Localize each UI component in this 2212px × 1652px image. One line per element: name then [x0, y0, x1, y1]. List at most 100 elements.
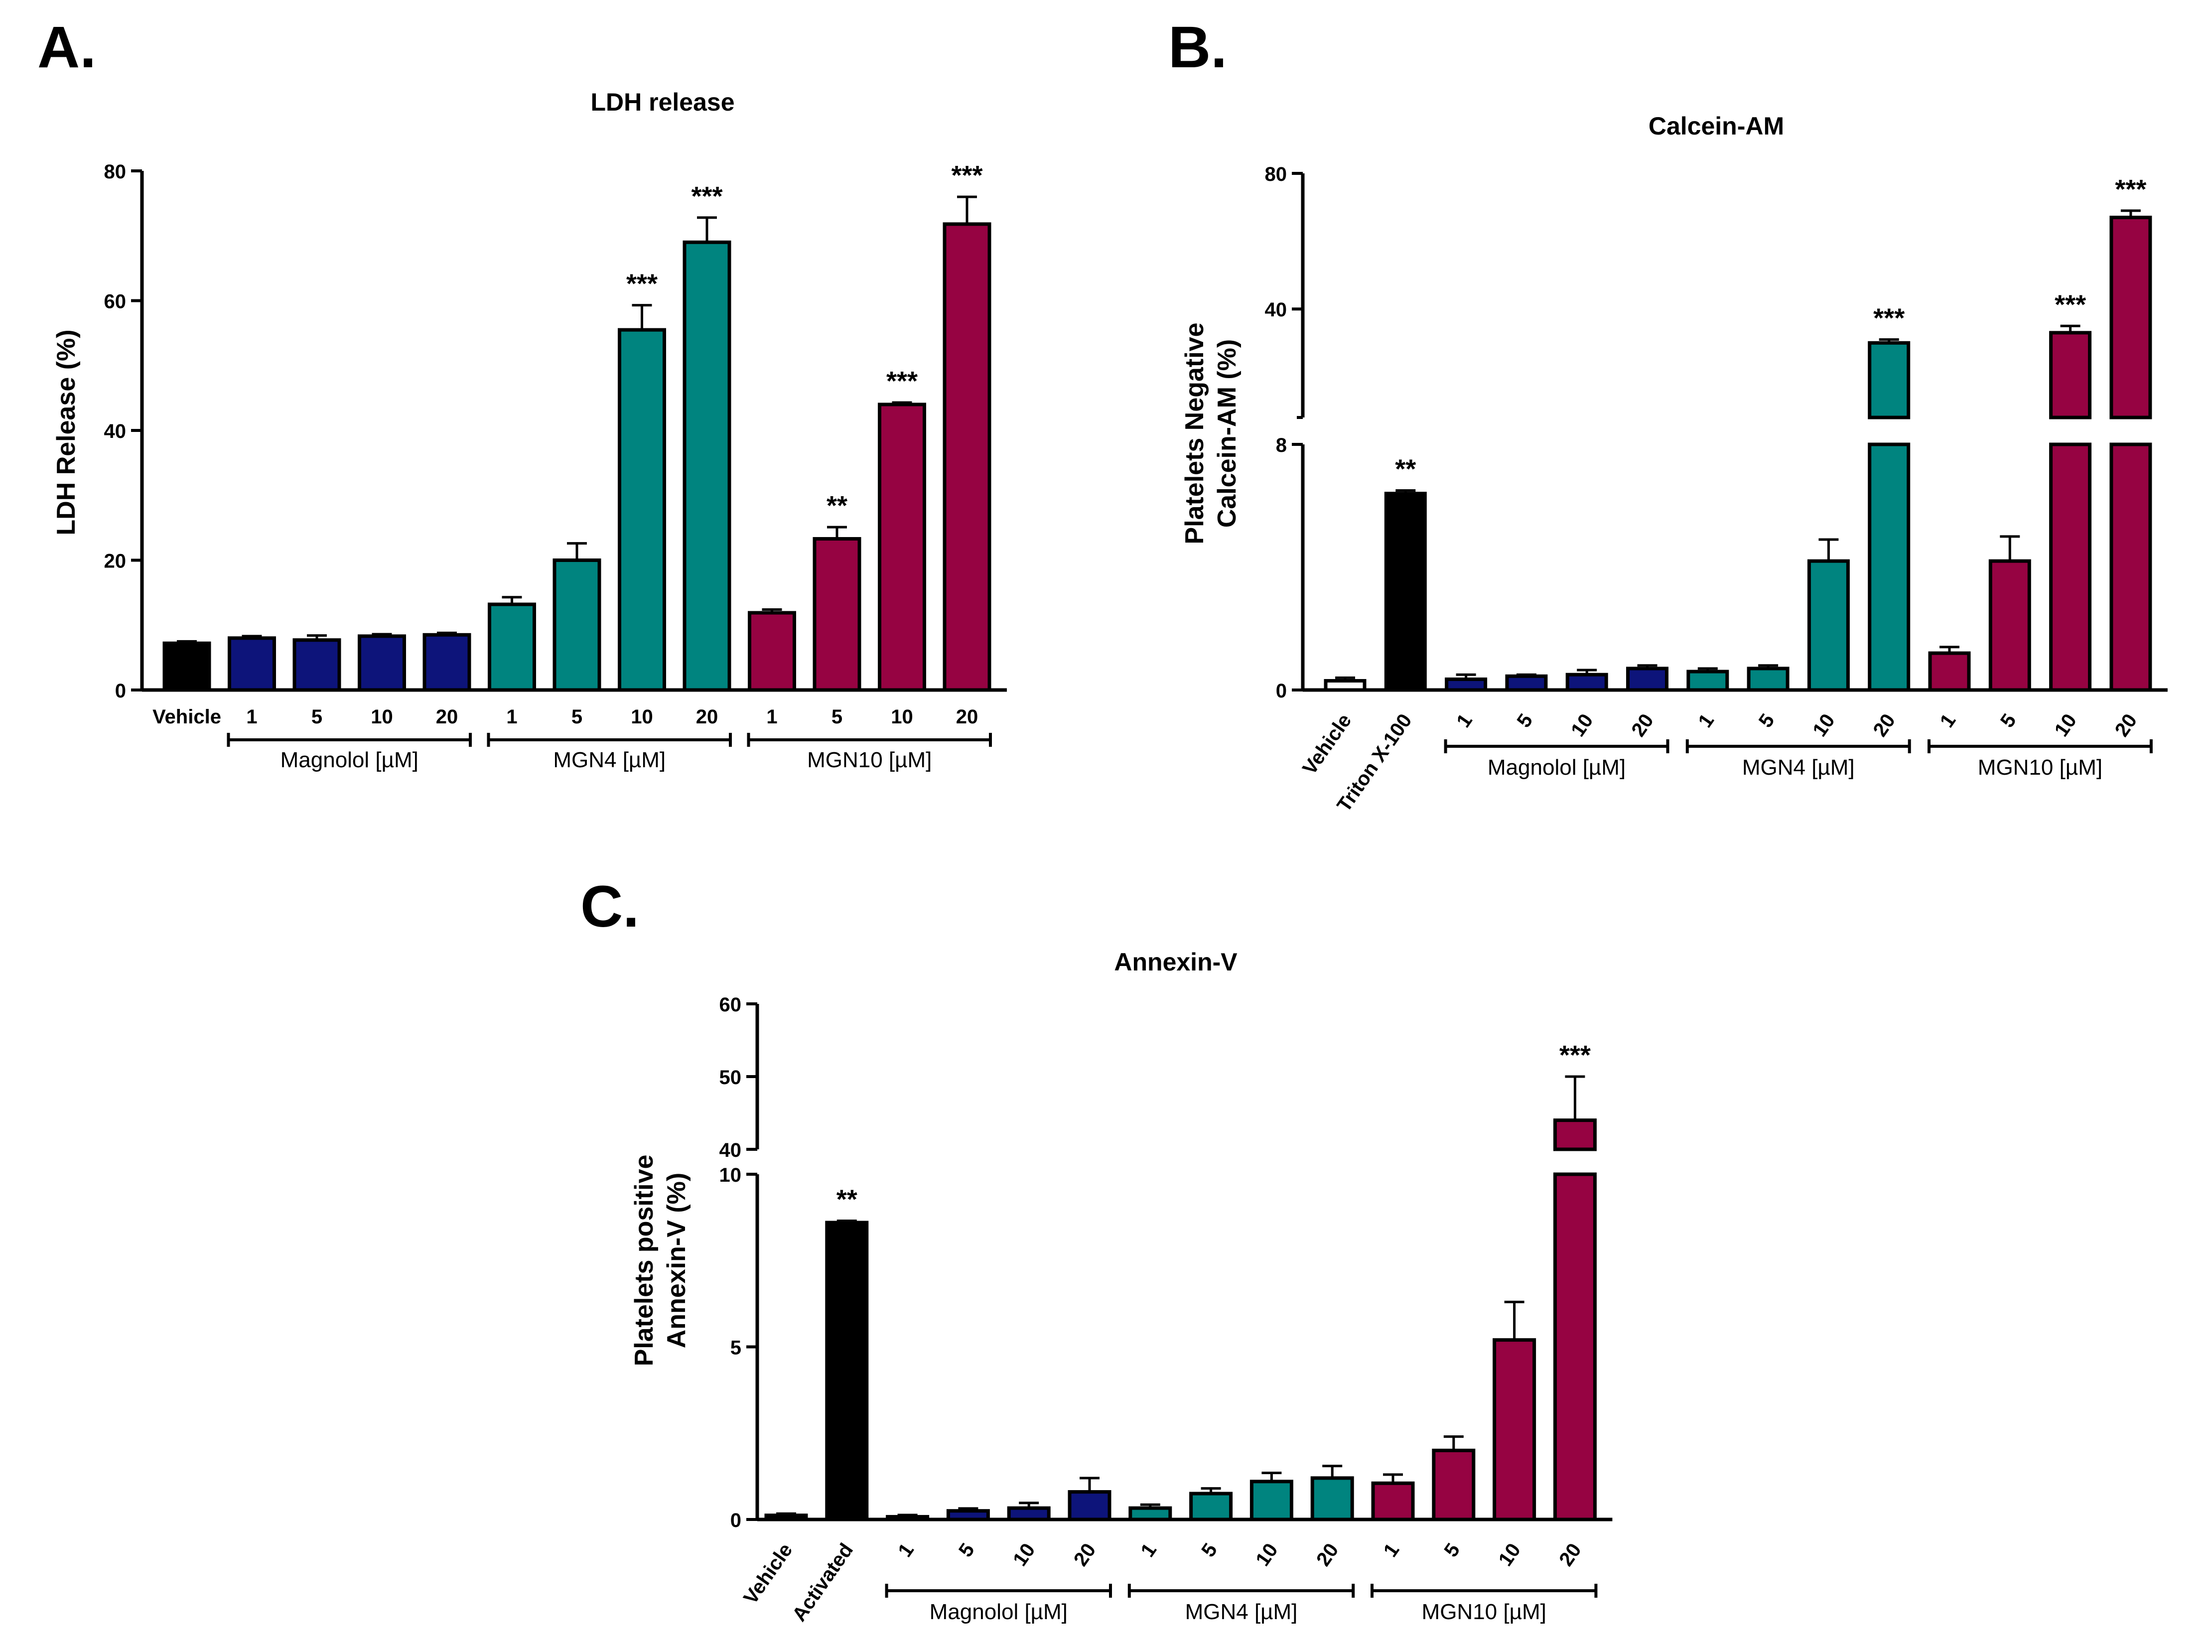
category-label: Activated: [788, 1539, 857, 1626]
category-label: 5: [311, 706, 322, 728]
category-label: 10: [1251, 1539, 1282, 1570]
bar: [813, 537, 861, 692]
bar: [1310, 1476, 1354, 1521]
category-label: 5: [1755, 710, 1779, 731]
category-label: Vehicle: [1298, 710, 1356, 779]
category-label: 5: [1440, 1539, 1464, 1561]
bar: [1445, 677, 1488, 692]
y-tick-label: 40: [1265, 299, 1287, 321]
category-label: 20: [1627, 710, 1658, 741]
bar: [1807, 559, 1850, 692]
bar-lower-segment: [2109, 442, 2152, 692]
group-label: MGN10 [µM]: [1422, 1600, 1546, 1624]
bar-upper-segment: [1868, 341, 1911, 419]
bar: [683, 240, 731, 692]
bar: [748, 611, 796, 692]
significance-label: ***: [1559, 1040, 1591, 1070]
panel-c-title: Annexin-V: [1114, 948, 1238, 976]
category-label: 1: [766, 706, 777, 728]
category-label: 5: [831, 706, 842, 728]
category-label: 10: [1494, 1539, 1525, 1570]
category-label: 20: [696, 706, 718, 728]
category-label: 10: [891, 706, 913, 728]
category-label: 10: [371, 706, 393, 728]
category-label: 10: [2050, 710, 2081, 741]
bar: [946, 1509, 990, 1521]
category-label: Vehicle: [152, 706, 221, 728]
bar: [228, 636, 276, 692]
bar: [764, 1514, 808, 1521]
category-label: 1: [1452, 710, 1477, 731]
bar: [422, 633, 471, 692]
bar: [1068, 1490, 1111, 1521]
category-label: 1: [1136, 1539, 1161, 1561]
category-label: 1: [1380, 1539, 1404, 1561]
y-tick-label: 20: [104, 551, 127, 572]
bar: [886, 1514, 930, 1521]
group-label: MGN10 [µM]: [807, 748, 932, 772]
significance-label: ***: [2115, 174, 2146, 204]
significance-label: ***: [1873, 303, 1905, 333]
category-label: 20: [436, 706, 458, 728]
panel-a-label: A.: [37, 14, 96, 80]
bar: [878, 403, 926, 692]
panel-c-y-axis-label-line-1: Platelets positive: [630, 1155, 659, 1367]
group-label: Magnolol [µM]: [1488, 755, 1626, 780]
panel-c-y-axis-label-line-2: Annexin-V (%): [662, 1173, 691, 1348]
bar-lower-segment: [2049, 442, 2092, 692]
panel-b-title: Calcein-AM: [1649, 112, 1784, 140]
category-label: 10: [1009, 1539, 1040, 1570]
category-label: 1: [1694, 710, 1718, 731]
y-tick-label: 50: [719, 1067, 742, 1089]
bar: [1686, 670, 1729, 692]
bar: [488, 602, 536, 692]
bar: [358, 634, 406, 692]
category-label: 10: [631, 706, 653, 728]
category-label: 20: [1312, 1539, 1343, 1570]
bar: [1371, 1481, 1415, 1521]
significance-label: ***: [886, 366, 918, 396]
bar: [618, 328, 666, 692]
significance-label: **: [836, 1185, 857, 1215]
category-label: 5: [955, 1539, 979, 1561]
bar: [825, 1221, 869, 1521]
significance-label: **: [1395, 454, 1416, 484]
category-label: 5: [1197, 1539, 1222, 1561]
bar: [1565, 673, 1608, 692]
category-label: 20: [1869, 710, 1900, 741]
bar: [292, 638, 341, 692]
bar: [162, 641, 211, 692]
panel-c: C. Annexin-V Platelets positive Annexin-…: [580, 874, 1613, 1626]
y-tick-label: 0: [730, 1510, 741, 1531]
category-label: 10: [1567, 710, 1598, 741]
significance-label: ***: [626, 269, 658, 299]
bar: [1128, 1506, 1172, 1521]
group-label: MGN4 [µM]: [1185, 1600, 1298, 1624]
bar-lower-segment: [1553, 1172, 1597, 1521]
bar: [1324, 679, 1367, 692]
bar: [1988, 559, 2031, 692]
bar: [1384, 492, 1427, 692]
group-label: MGN4 [µM]: [1742, 755, 1855, 780]
bar-lower-segment: [1868, 442, 1911, 692]
bar: [1626, 667, 1668, 692]
panel-c-label: C.: [580, 874, 639, 940]
bar: [1432, 1448, 1476, 1521]
significance-label: ***: [2055, 289, 2086, 319]
y-tick-label: 0: [115, 680, 126, 702]
panel-b-y-axis-label-line-2: Calcein-AM (%): [1213, 339, 1242, 528]
y-tick-label: 10: [719, 1164, 742, 1186]
bar-upper-segment: [2049, 331, 2092, 419]
y-tick-label: 0: [1276, 680, 1287, 702]
bar: [1505, 674, 1548, 692]
category-label: 5: [1513, 710, 1537, 731]
y-tick-label: 60: [104, 291, 127, 313]
group-label: Magnolol [µM]: [280, 748, 418, 772]
bar: [1928, 651, 1971, 692]
category-label: 1: [1936, 710, 1960, 731]
significance-label: ***: [951, 160, 982, 190]
bar: [1493, 1338, 1536, 1521]
panel-b: B. Calcein-AM Platelets Negative Calcein…: [1168, 14, 2168, 816]
category-label: 1: [506, 706, 517, 728]
